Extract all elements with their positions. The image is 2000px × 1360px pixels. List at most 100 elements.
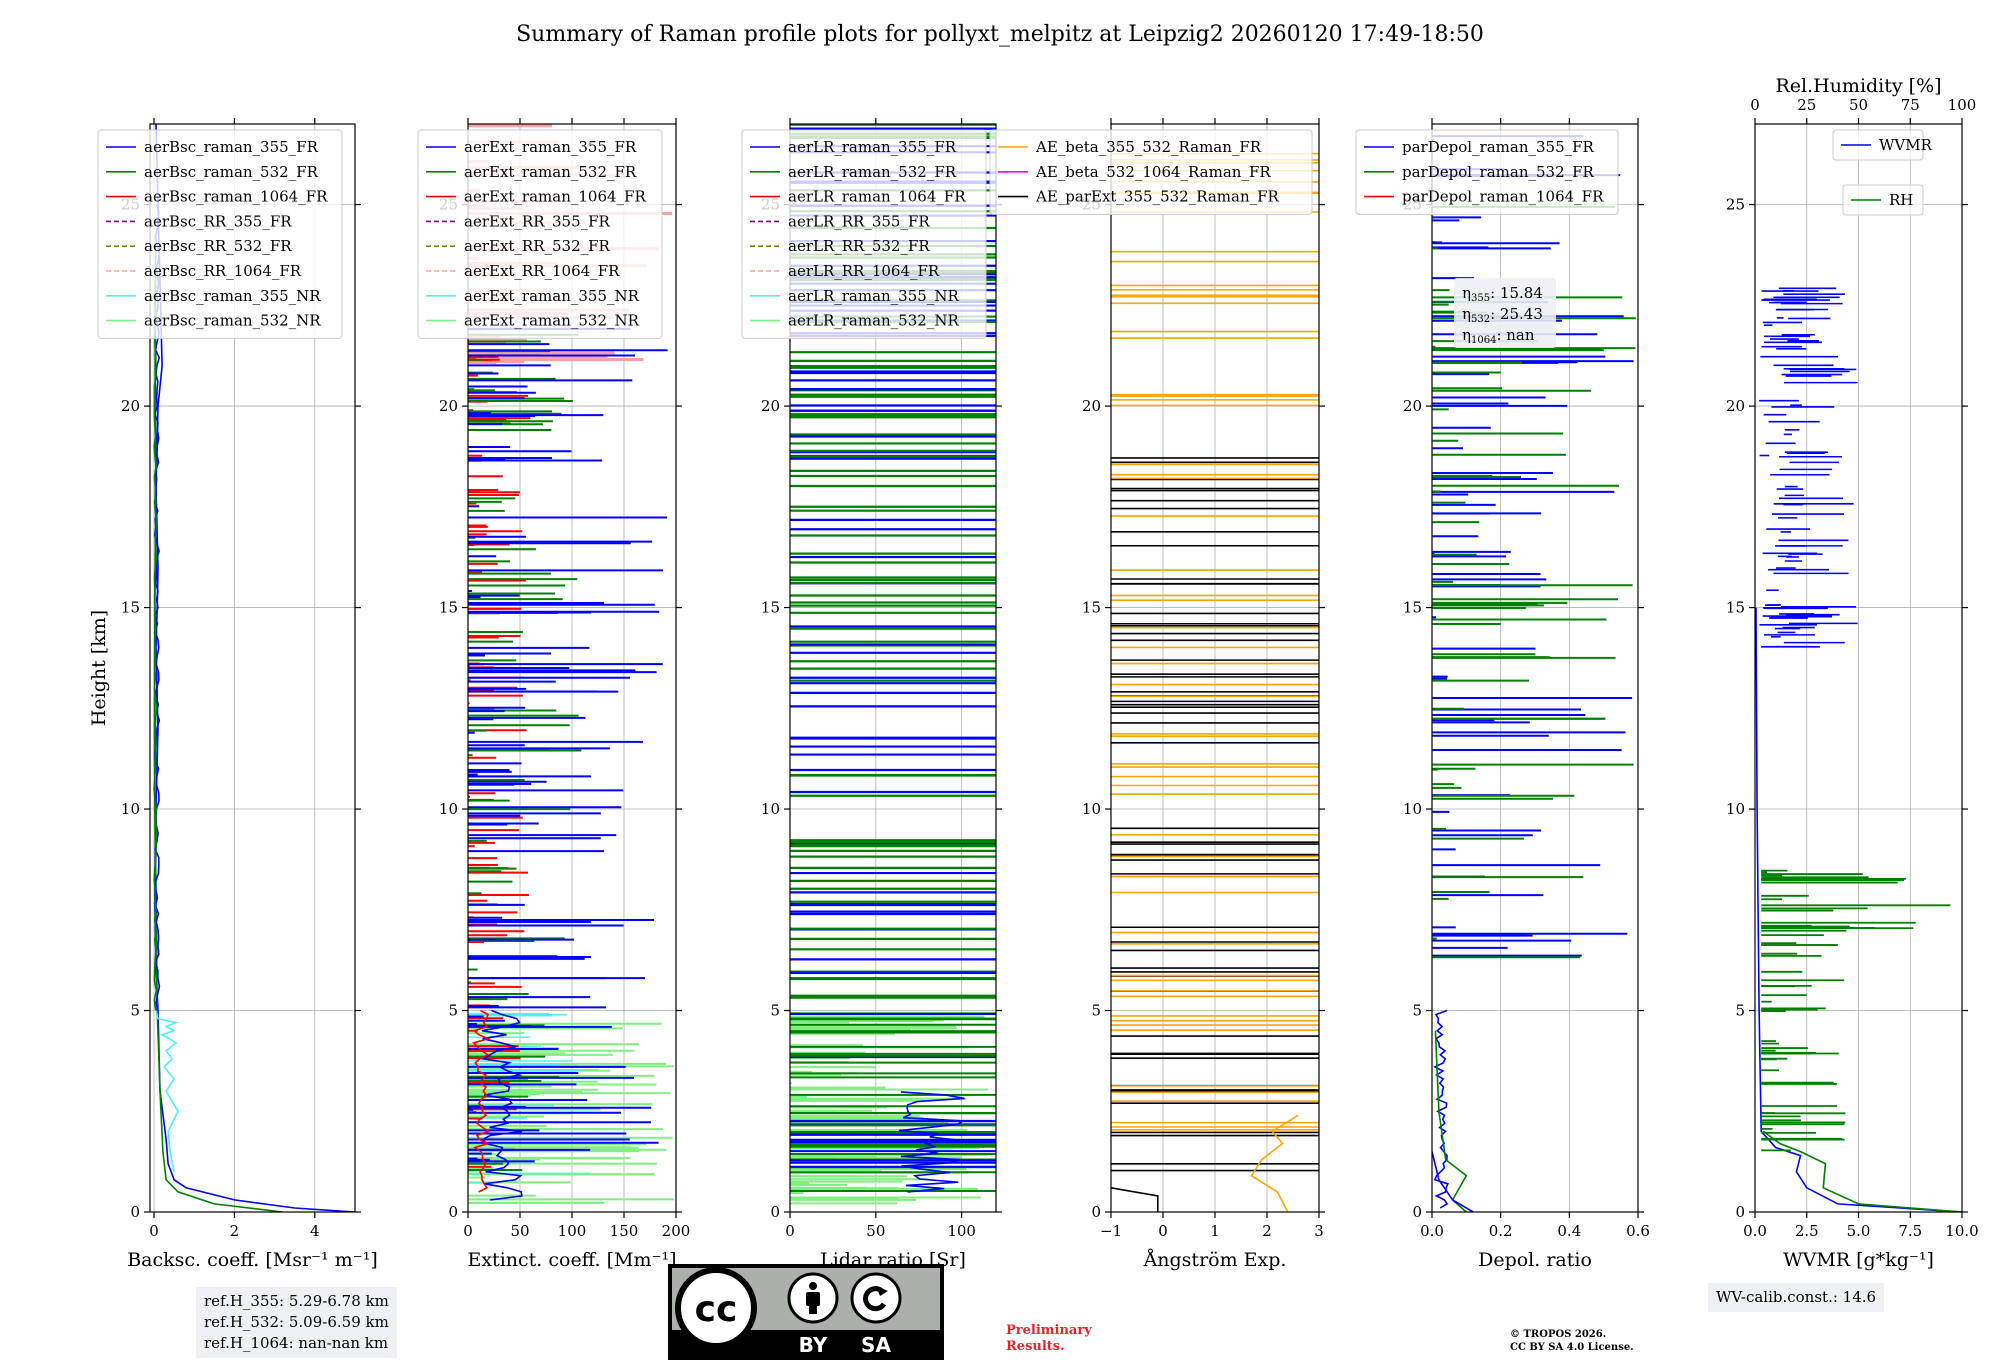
- y-tick-label: 15: [439, 599, 458, 617]
- legend-entry: aerLR_RR_1064_FR: [788, 262, 940, 280]
- y-tick-label: 5: [130, 1002, 140, 1020]
- legend-entry: parDepol_raman_532_FR: [1402, 163, 1595, 181]
- legend-panel-5: parDepol_raman_355_FR parDepol_raman_532_…: [1355, 129, 1619, 215]
- legend-entry: aerExt_raman_355_NR: [464, 287, 640, 305]
- x2-tick-label: 25: [1797, 96, 1816, 114]
- cc-logo-icon: [675, 1267, 757, 1349]
- y-tick-label: 0: [130, 1203, 140, 1221]
- eta-1064: η1064: nan: [1462, 326, 1535, 346]
- axes-frame: [789, 123, 997, 1213]
- x2-tick-label: 100: [1948, 96, 1977, 114]
- reference-heights-box: ref.H_355: 5.29-6.78 km ref.H_532: 5.09-…: [196, 1287, 397, 1358]
- preliminary-line1: Preliminary: [1006, 1323, 1092, 1338]
- legend-entry: AE_beta_532_1064_Raman_FR: [1035, 163, 1271, 181]
- x2-axis-label: Rel.Humidity [%]: [1775, 75, 1941, 97]
- x-axis-label: Backsc. coeff. [Msr⁻¹ m⁻¹]: [127, 1249, 378, 1271]
- y-tick-label: 15: [1726, 599, 1745, 617]
- y-tick-label: 0: [770, 1203, 780, 1221]
- y-tick-label: 0: [448, 1203, 458, 1221]
- series-AE_parExt_355_532_Raman_FR-lower: [1111, 1187, 1159, 1212]
- legend-box: [989, 129, 1313, 215]
- x-tick-label: 50: [866, 1222, 885, 1240]
- wv-calib-text: WV-calib.const.: 14.6: [1716, 1288, 1877, 1306]
- y-axis-label: Height [km]: [88, 610, 110, 726]
- x-axis-label: Ångström Exp.: [1143, 1249, 1287, 1271]
- ref-height-532: ref.H_532: 5.09-6.59 km: [204, 1313, 389, 1331]
- legend-entry: aerExt_raman_1064_FR: [464, 188, 646, 206]
- legend-entry: RH: [1889, 191, 1913, 209]
- eta-355: η355: 15.84: [1462, 284, 1543, 304]
- legend-entry: aerExt_RR_1064_FR: [464, 262, 620, 280]
- x-tick-label: 2: [1262, 1222, 1272, 1240]
- legend-entry: aerLR_RR_355_FR: [788, 212, 930, 230]
- axes-frame: [1431, 123, 1639, 1213]
- x-tick-label: 0: [785, 1222, 795, 1240]
- x2-tick-label: 75: [1901, 96, 1920, 114]
- legend-panel-6: WVMR RH: [1832, 129, 1933, 216]
- y-tick-label: 10: [1726, 800, 1745, 818]
- y-tick-label: 15: [761, 599, 780, 617]
- ref-height-1064: ref.H_1064: nan-nan km: [204, 1334, 389, 1352]
- legend-entry: aerLR_raman_532_FR: [788, 163, 957, 181]
- series-RH-lower: [1762, 1130, 1962, 1212]
- series-aerBsc_raman_532_FR: [153, 244, 283, 1212]
- series-AE_beta_355_532_Raman_FR-lower: [1250, 1114, 1299, 1212]
- legend-entry: aerBsc_raman_1064_FR: [144, 188, 328, 206]
- legend-entry: aerBsc_RR_1064_FR: [144, 262, 302, 280]
- x2-tick-label: 0: [1750, 96, 1760, 114]
- ref-height-355: ref.H_355: 5.29-6.78 km: [204, 1292, 389, 1310]
- cc-logo-text: cc: [695, 1289, 738, 1330]
- preliminary-line2: Results.: [1006, 1339, 1065, 1354]
- series-aerExt_raman_355_FR-lower: [481, 1009, 523, 1201]
- series-aerLR_raman_355_FR-lower: [898, 1091, 966, 1193]
- x-tick-label: 200: [662, 1222, 691, 1240]
- legend-entry: aerLR_RR_532_FR: [788, 237, 930, 255]
- series-WVMR: [1755, 607, 1962, 1212]
- sa-share-icon: [850, 1272, 902, 1324]
- legend-entry: aerExt_raman_355_FR: [464, 138, 637, 156]
- x-tick-label: 0: [149, 1222, 159, 1240]
- y-tick-label: 0: [1735, 1203, 1745, 1221]
- legend-entry: aerBsc_raman_355_FR: [144, 138, 319, 156]
- eta-532: η532: 25.43: [1462, 305, 1543, 325]
- copyright-line1: © TROPOS 2026.: [1510, 1329, 1607, 1340]
- x-tick-label: 50: [510, 1222, 529, 1240]
- legend-panel-4: AE_beta_355_532_Raman_FR AE_beta_532_1064…: [989, 129, 1313, 215]
- legend-entry: AE_beta_355_532_Raman_FR: [1035, 138, 1262, 156]
- legend-entry: aerBsc_raman_532_NR: [144, 312, 321, 330]
- y-tick-label: 10: [1403, 800, 1422, 818]
- copyright-note: © TROPOS 2026. CC BY SA 4.0 License.: [1510, 1328, 1634, 1354]
- legend-entry: parDepol_raman_1064_FR: [1402, 188, 1604, 206]
- legend-box: [97, 129, 343, 339]
- legend-entry: aerBsc_raman_355_NR: [144, 287, 321, 305]
- legend-box: [1355, 129, 1619, 215]
- y-tick-label: 10: [1082, 800, 1101, 818]
- y-tick-label: 20: [1403, 397, 1422, 415]
- legend-entry: aerLR_raman_355_FR: [788, 138, 957, 156]
- y-tick-label: 5: [1412, 1002, 1422, 1020]
- x-tick-label: 100: [558, 1222, 587, 1240]
- series-aerBsc_raman_532_FR-detail: [153, 285, 158, 1011]
- y-tick-label: 0: [1412, 1203, 1422, 1221]
- x-tick-label: 1: [1210, 1222, 1220, 1240]
- x-tick-label: 0.0: [1420, 1222, 1444, 1240]
- legend-entry: aerLR_raman_532_NR: [788, 312, 959, 330]
- y-tick-label: 10: [761, 800, 780, 818]
- y-tick-label: 5: [770, 1002, 780, 1020]
- legend-entry: aerExt_RR_355_FR: [464, 212, 611, 230]
- y-tick-label: 20: [439, 397, 458, 415]
- legend-entry: aerExt_raman_532_FR: [464, 163, 637, 181]
- x-tick-label: 0.6: [1626, 1222, 1650, 1240]
- panel-6: 0.0 2.5 5.0 7.5 10.0 0 5 10 15 20 25 WVMR [g*kg⁻¹] 0…: [1726, 75, 1979, 1271]
- y-tick-label: 20: [761, 397, 780, 415]
- x-tick-label: 2: [230, 1222, 240, 1240]
- by-label: BY: [799, 1333, 828, 1357]
- legend-entry: aerExt_RR_532_FR: [464, 237, 611, 255]
- legend-entry: aerExt_raman_532_NR: [464, 312, 640, 330]
- legend-entry: aerBsc_RR_355_FR: [144, 212, 292, 230]
- x-tick-label: 7.5: [1898, 1222, 1922, 1240]
- figure-title: Summary of Raman profile plots for polly…: [516, 22, 1484, 47]
- legend-entry: aerLR_raman_1064_FR: [788, 188, 966, 206]
- x-tick-label: 0: [1158, 1222, 1168, 1240]
